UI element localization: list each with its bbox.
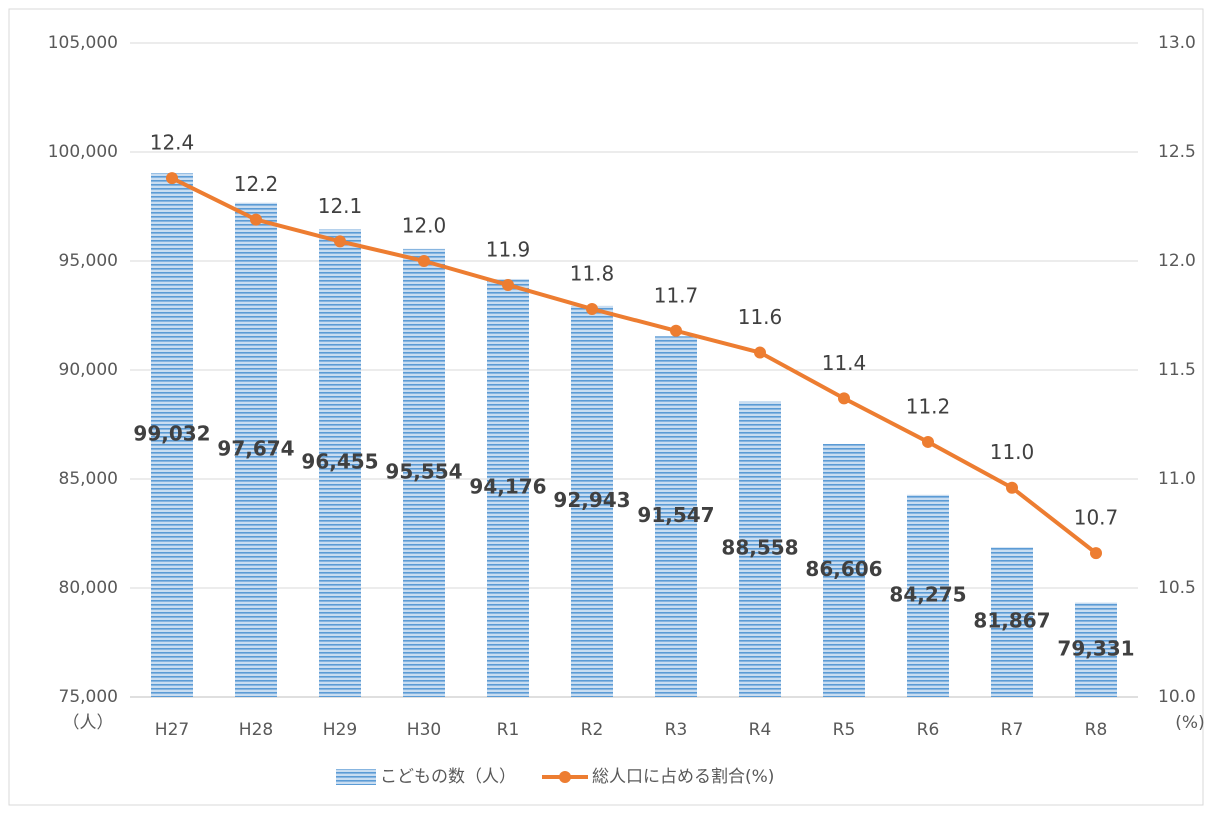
x-tick-label: H28 [239, 720, 273, 740]
line-value-label: 11.8 [570, 261, 615, 285]
x-tick-label: H29 [323, 720, 357, 740]
line-marker [670, 324, 682, 337]
y2-tick-label: 11.5 [1158, 360, 1196, 380]
bar [739, 401, 781, 697]
y-tick-label: 90,000 [59, 360, 118, 380]
x-tick-label: H27 [155, 720, 189, 740]
bar-value-label: 81,867 [973, 609, 1050, 633]
line-marker [502, 278, 514, 291]
y-tick-label: 100,000 [48, 142, 118, 162]
bar [235, 202, 277, 698]
line-marker [334, 235, 346, 248]
line-marker [418, 255, 430, 267]
line-marker [1006, 481, 1018, 494]
line-marker [250, 213, 262, 226]
legend-swatch [336, 769, 376, 785]
bar-value-label: 97,674 [217, 436, 294, 460]
x-tick-label: R6 [917, 720, 940, 740]
bar-value-label: 92,943 [553, 488, 630, 512]
legend-marker [559, 771, 571, 783]
bar [487, 278, 529, 697]
bar [655, 336, 697, 697]
bar [319, 229, 361, 697]
y2-tick-label: 12.5 [1158, 142, 1196, 162]
line-value-label: 10.7 [1074, 506, 1119, 530]
line [171, 176, 1098, 555]
line-marker [922, 435, 934, 448]
x-tick-label: R5 [833, 720, 856, 740]
y-tick-label: 85,000 [59, 469, 118, 489]
line-marker [754, 346, 766, 359]
bar-value-label: 94,176 [469, 474, 546, 498]
line-marker [838, 392, 850, 405]
line-value-label: 11.9 [486, 237, 531, 261]
x-tick-label: R7 [1001, 720, 1024, 740]
line-value-label: 11.0 [990, 440, 1035, 464]
y-tick-label: 105,000 [48, 33, 118, 53]
y2-tick-label: 10.5 [1158, 578, 1196, 598]
line-value-label: 12.4 [150, 131, 195, 155]
bar-value-label: 79,331 [1057, 636, 1134, 660]
bar-value-label: 99,032 [133, 422, 210, 446]
line-value-label: 11.7 [654, 283, 699, 307]
line-value-label: 12.2 [234, 172, 279, 196]
y2-tick-label: 10.0 [1158, 687, 1196, 707]
line-value-label: 11.4 [822, 351, 867, 375]
bar-value-label: 84,275 [889, 582, 966, 606]
line-value-label: 12.1 [318, 194, 363, 218]
y2-axis-label: (%) [1175, 713, 1204, 733]
x-tick-label: R3 [665, 720, 688, 740]
bar [151, 173, 193, 697]
bar-value-label: 86,606 [805, 557, 882, 581]
bar-value-label: 91,547 [637, 503, 714, 527]
bar-value-label: 96,455 [301, 450, 378, 474]
legend-label: こどもの数（人） [380, 767, 516, 787]
y-tick-label: 95,000 [59, 251, 118, 271]
x-tick-label: R8 [1085, 720, 1108, 740]
line-marker [586, 302, 598, 315]
bar-value-label: 88,558 [721, 536, 798, 560]
line-value-label: 12.0 [402, 214, 447, 238]
y-tick-label: 80,000 [59, 578, 118, 598]
bar [571, 305, 613, 697]
bar [991, 547, 1033, 697]
bar [403, 248, 445, 698]
bar [1075, 602, 1117, 697]
x-tick-label: R2 [581, 720, 604, 740]
y-tick-label: 75,000 [59, 687, 118, 707]
line-value-label: 11.6 [738, 305, 783, 329]
legend-label: 総人口に占める割合(%) [592, 767, 774, 787]
x-tick-label: H30 [407, 720, 441, 740]
x-tick-label: R1 [497, 720, 520, 740]
bar [823, 443, 865, 697]
y2-tick-label: 12.0 [1158, 251, 1196, 271]
y-axis-label: （人） [63, 713, 114, 733]
bar-value-label: 95,554 [385, 459, 462, 483]
y2-tick-label: 13.0 [1158, 33, 1196, 53]
bar [907, 494, 949, 697]
line-value-label: 11.2 [906, 394, 951, 418]
y2-tick-label: 11.0 [1158, 469, 1196, 489]
x-tick-label: R4 [749, 720, 772, 740]
line-marker [166, 172, 178, 185]
line-marker [1090, 547, 1102, 560]
